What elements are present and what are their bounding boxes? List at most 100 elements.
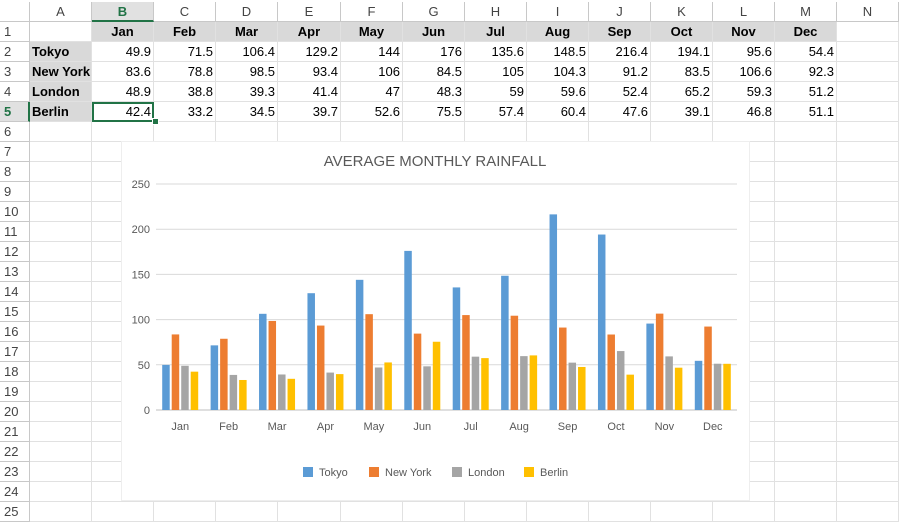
- cell[interactable]: [216, 502, 278, 522]
- cell[interactable]: [30, 502, 92, 522]
- row-header-8[interactable]: 8: [0, 162, 30, 182]
- row-header-18[interactable]: 18: [0, 362, 30, 382]
- value-cell[interactable]: 51.2: [775, 82, 837, 102]
- cell[interactable]: [30, 402, 92, 422]
- value-cell[interactable]: 83.6: [92, 62, 154, 82]
- column-header-h[interactable]: H: [465, 2, 527, 22]
- month-header-cell[interactable]: Jan: [92, 22, 154, 42]
- city-label-cell[interactable]: New York: [30, 62, 92, 82]
- cell[interactable]: [775, 462, 837, 482]
- value-cell[interactable]: 93.4: [278, 62, 341, 82]
- column-header-c[interactable]: C: [154, 2, 216, 22]
- cell[interactable]: [465, 502, 527, 522]
- value-cell[interactable]: 71.5: [154, 42, 216, 62]
- cell[interactable]: [837, 62, 899, 82]
- value-cell[interactable]: 216.4: [589, 42, 651, 62]
- cell[interactable]: [837, 22, 899, 42]
- cell[interactable]: [775, 382, 837, 402]
- value-cell[interactable]: 59.3: [713, 82, 775, 102]
- cell[interactable]: [278, 502, 341, 522]
- city-label-cell[interactable]: Tokyo: [30, 42, 92, 62]
- value-cell[interactable]: 51.1: [775, 102, 837, 122]
- row-header-23[interactable]: 23: [0, 462, 30, 482]
- value-cell[interactable]: 129.2: [278, 42, 341, 62]
- cell[interactable]: [713, 122, 775, 142]
- value-cell[interactable]: 75.5: [403, 102, 465, 122]
- cell[interactable]: [30, 262, 92, 282]
- column-header-n[interactable]: N: [837, 2, 899, 22]
- cell[interactable]: [30, 142, 92, 162]
- value-cell[interactable]: 83.5: [651, 62, 713, 82]
- month-header-cell[interactable]: Oct: [651, 22, 713, 42]
- row-header-25[interactable]: 25: [0, 502, 30, 522]
- value-cell[interactable]: 148.5: [527, 42, 589, 62]
- cell[interactable]: [837, 102, 899, 122]
- cell[interactable]: [775, 242, 837, 262]
- value-cell[interactable]: 106.6: [713, 62, 775, 82]
- row-header-11[interactable]: 11: [0, 222, 30, 242]
- cell[interactable]: [341, 502, 403, 522]
- value-cell[interactable]: 95.6: [713, 42, 775, 62]
- value-cell[interactable]: 49.9: [92, 42, 154, 62]
- cell[interactable]: [403, 122, 465, 142]
- row-header-3[interactable]: 3: [0, 62, 30, 82]
- cell[interactable]: [92, 122, 154, 142]
- cell[interactable]: [775, 182, 837, 202]
- cell[interactable]: [775, 142, 837, 162]
- active-cell[interactable]: 42.4: [92, 102, 154, 122]
- row-header-10[interactable]: 10: [0, 202, 30, 222]
- month-header-cell[interactable]: Nov: [713, 22, 775, 42]
- cell[interactable]: [30, 122, 92, 142]
- cell[interactable]: [154, 502, 216, 522]
- value-cell[interactable]: 47.6: [589, 102, 651, 122]
- column-header-i[interactable]: I: [527, 2, 589, 22]
- cell[interactable]: [465, 122, 527, 142]
- month-header-cell[interactable]: Jul: [465, 22, 527, 42]
- cell[interactable]: [837, 122, 899, 142]
- cell[interactable]: [775, 302, 837, 322]
- column-header-f[interactable]: F: [341, 2, 403, 22]
- cell[interactable]: [30, 222, 92, 242]
- cell[interactable]: [589, 122, 651, 142]
- cell[interactable]: [837, 322, 899, 342]
- cell[interactable]: [30, 382, 92, 402]
- cell[interactable]: [837, 442, 899, 462]
- column-header-e[interactable]: E: [278, 2, 341, 22]
- cell[interactable]: [775, 162, 837, 182]
- cell[interactable]: [837, 142, 899, 162]
- rainfall-chart[interactable]: AVERAGE MONTHLY RAINFALL 0 50 100 150 200 250 J…: [122, 142, 749, 500]
- value-cell[interactable]: 59: [465, 82, 527, 102]
- cell[interactable]: [30, 422, 92, 442]
- cell[interactable]: [837, 42, 899, 62]
- cell[interactable]: [30, 362, 92, 382]
- city-label-cell[interactable]: Berlin: [30, 102, 92, 122]
- cell[interactable]: [651, 502, 713, 522]
- cell[interactable]: [30, 342, 92, 362]
- cell[interactable]: [713, 482, 775, 502]
- cell[interactable]: [775, 482, 837, 502]
- column-header-m[interactable]: M: [775, 2, 837, 22]
- cell[interactable]: [837, 82, 899, 102]
- city-label-cell[interactable]: London: [30, 82, 92, 102]
- cell[interactable]: [527, 502, 589, 522]
- value-cell[interactable]: 41.4: [278, 82, 341, 102]
- cell[interactable]: [837, 302, 899, 322]
- cell[interactable]: [403, 502, 465, 522]
- cell[interactable]: [775, 402, 837, 422]
- column-header-j[interactable]: J: [589, 2, 651, 22]
- value-cell[interactable]: 92.3: [775, 62, 837, 82]
- cell[interactable]: [837, 482, 899, 502]
- value-cell[interactable]: 60.4: [527, 102, 589, 122]
- column-header-l[interactable]: L: [713, 2, 775, 22]
- row-header-9[interactable]: 9: [0, 182, 30, 202]
- select-all-corner[interactable]: [0, 2, 30, 22]
- value-cell[interactable]: 194.1: [651, 42, 713, 62]
- row-header-7[interactable]: 7: [0, 142, 30, 162]
- row-header-17[interactable]: 17: [0, 342, 30, 362]
- value-cell[interactable]: 59.6: [527, 82, 589, 102]
- cell[interactable]: [92, 502, 154, 522]
- cell[interactable]: [775, 122, 837, 142]
- cell[interactable]: [837, 342, 899, 362]
- value-cell[interactable]: 47: [341, 82, 403, 102]
- cell[interactable]: [589, 502, 651, 522]
